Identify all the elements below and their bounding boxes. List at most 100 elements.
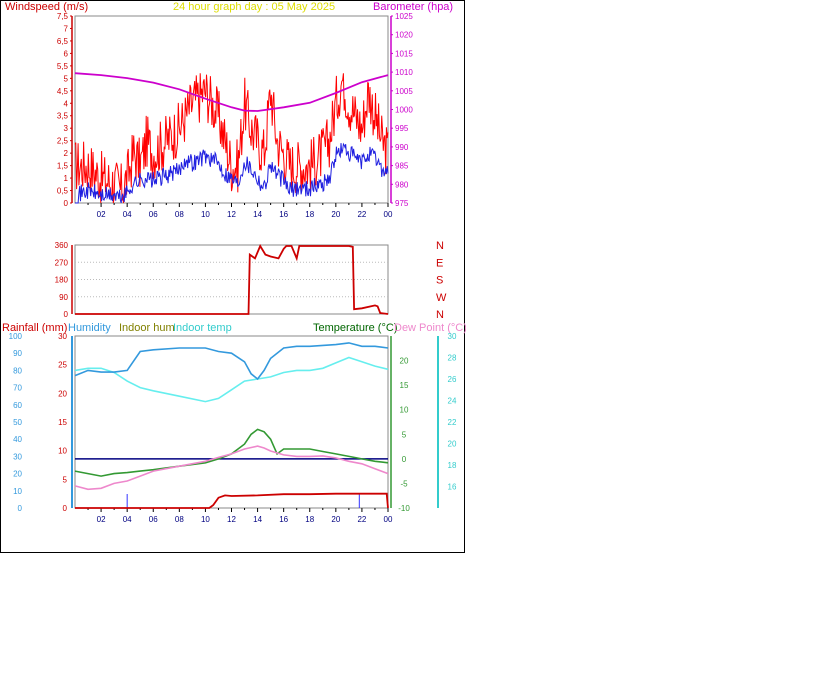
wind-direction-line [75,244,389,315]
barometer-axis-label: Barometer (hpa) [373,1,453,13]
windspeed-tick-label: 6 [64,49,69,58]
wind-x-tick-label: 08 [175,210,184,219]
weather-graph-panel: Windspeed (m/s) 24 hour graph day : 05 M… [0,0,467,553]
weather-plot-area [74,335,389,509]
windspeed-tick-label: 6,5 [57,37,69,46]
direction-tick-label: 90 [59,293,68,302]
wind-x-tick-label: 04 [123,210,132,219]
barometer-tick-label: 985 [395,162,409,171]
windspeed-tick-label: 1 [64,174,69,183]
indoor-temp-line [74,356,389,403]
indoor-temp-label: Indoor temp [173,322,232,334]
weather-x-tick-label: 06 [149,515,158,524]
wind-x-tick-label: 06 [149,210,158,219]
weather-x-tick-label: 10 [201,515,210,524]
barometer-tick-label: 1025 [395,12,413,21]
windspeed-tick-label: 2 [64,149,69,158]
weather-chart-canvas: Windspeed (m/s) 24 hour graph day : 05 M… [2,1,467,524]
weather-x-tick-label: 18 [305,515,314,524]
dewpoint-tick-label: 18 [448,461,457,470]
windspeed-tick-label: 0,5 [57,187,69,196]
barometer-tick-label: 990 [395,143,409,152]
compass-label: N [436,309,444,321]
rain-tick-label: 10 [58,447,67,456]
temperature-tick-label: 10 [400,406,409,415]
wind-x-tick-label: 12 [227,210,236,219]
windspeed-tick-label: 1,5 [57,162,69,171]
dewpoint-tick-label: 26 [448,375,457,384]
rain-tick-label: 20 [58,389,67,398]
weather-x-tick-label: 22 [357,515,366,524]
weather-x-tick-label: 16 [279,515,288,524]
dewpoint-tick-label: 30 [448,332,457,341]
barometer-line [74,72,389,112]
temperature-tick-label: 20 [400,357,409,366]
weather-x-tick-label: 04 [123,515,132,524]
barometer-tick-label: 1000 [395,106,413,115]
barometer-tick-label: 975 [395,199,409,208]
wind-x-tick-label: 00 [384,210,393,219]
weather-x-tick-label: 00 [384,515,393,524]
dewpoint-tick-label: 16 [448,483,457,492]
barometer-tick-label: 1010 [395,68,413,77]
weather-x-tick-label: 14 [253,515,262,524]
wind-x-tick-label: 18 [305,210,314,219]
weather-x-tick-label: 20 [331,515,340,524]
indoor-hum-label: Indoor hum [119,322,175,334]
rain-tick-label: 0 [63,504,68,513]
windspeed-tick-label: 7 [64,24,69,33]
windspeed-average-line [74,142,389,204]
windspeed-tick-label: 3 [64,124,69,133]
rain-tick-label: 15 [58,418,67,427]
windspeed-tick-label: 7,5 [57,12,69,21]
temperature-line [74,428,389,477]
weather-x-tick-label: 02 [97,515,106,524]
wind-x-tick-label: 20 [331,210,340,219]
rain-tick-label: 30 [58,332,67,341]
windspeed-tick-label: 5,5 [57,62,69,71]
temperature-tick-label: 0 [402,455,407,464]
humidity-tick-label: 40 [13,435,22,444]
wind-x-tick-label: 16 [279,210,288,219]
direction-tick-label: 270 [55,258,69,267]
dewpoint-line [74,445,389,491]
humidity-tick-label: 70 [13,384,22,393]
humidity-tick-label: 50 [13,418,22,427]
dewpoint-tick-label: 24 [448,397,457,406]
direction-tick-label: 360 [55,241,69,250]
temperature-tick-label: -10 [398,504,410,513]
plot-layer: 0 0,5 1 1,5 2 2,5 3 3,5 4 4,5 5 5,5 6 6,5 7 7,5 975 980 98… [9,12,457,524]
temperature-tick-label: 15 [400,381,409,390]
barometer-tick-label: 1015 [395,49,413,58]
windspeed-tick-label: 2,5 [57,137,69,146]
weather-x-tick-label: 12 [227,515,236,524]
humidity-tick-label: 60 [13,401,22,410]
windspeed-axis-label: Windspeed (m/s) [5,1,88,13]
humidity-tick-label: 90 [13,349,22,358]
direction-tick-label: 180 [55,276,69,285]
windspeed-tick-label: 4,5 [57,87,69,96]
wind-x-tick-label: 02 [97,210,106,219]
temperature-axis-label: Temperature (°C) [313,322,397,334]
wind-x-tick-label: 14 [253,210,262,219]
temperature-tick-label: -5 [400,479,408,488]
direction-tick-label: 0 [64,310,69,319]
rain-tick-label: 5 [63,475,68,484]
rain-tick-label: 25 [58,361,67,370]
dewpoint-axis-label: Dew Point (°C) [394,322,466,334]
wind-x-tick-label: 10 [201,210,210,219]
compass-label: N [436,240,444,252]
humidity-line [74,342,389,381]
humidity-tick-label: 20 [13,470,22,479]
windspeed-tick-label: 3,5 [57,112,69,121]
barometer-tick-label: 995 [395,124,409,133]
barometer-tick-label: 1020 [395,31,413,40]
humidity-tick-label: 80 [13,366,22,375]
barometer-tick-label: 980 [395,180,409,189]
rainfall-axis-label: Rainfall (mm) [2,322,67,334]
compass-label: W [436,292,447,304]
dewpoint-tick-label: 28 [448,354,457,363]
compass-label: S [436,275,443,287]
windspeed-tick-label: 4 [64,99,69,108]
weather-x-tick-label: 08 [175,515,184,524]
